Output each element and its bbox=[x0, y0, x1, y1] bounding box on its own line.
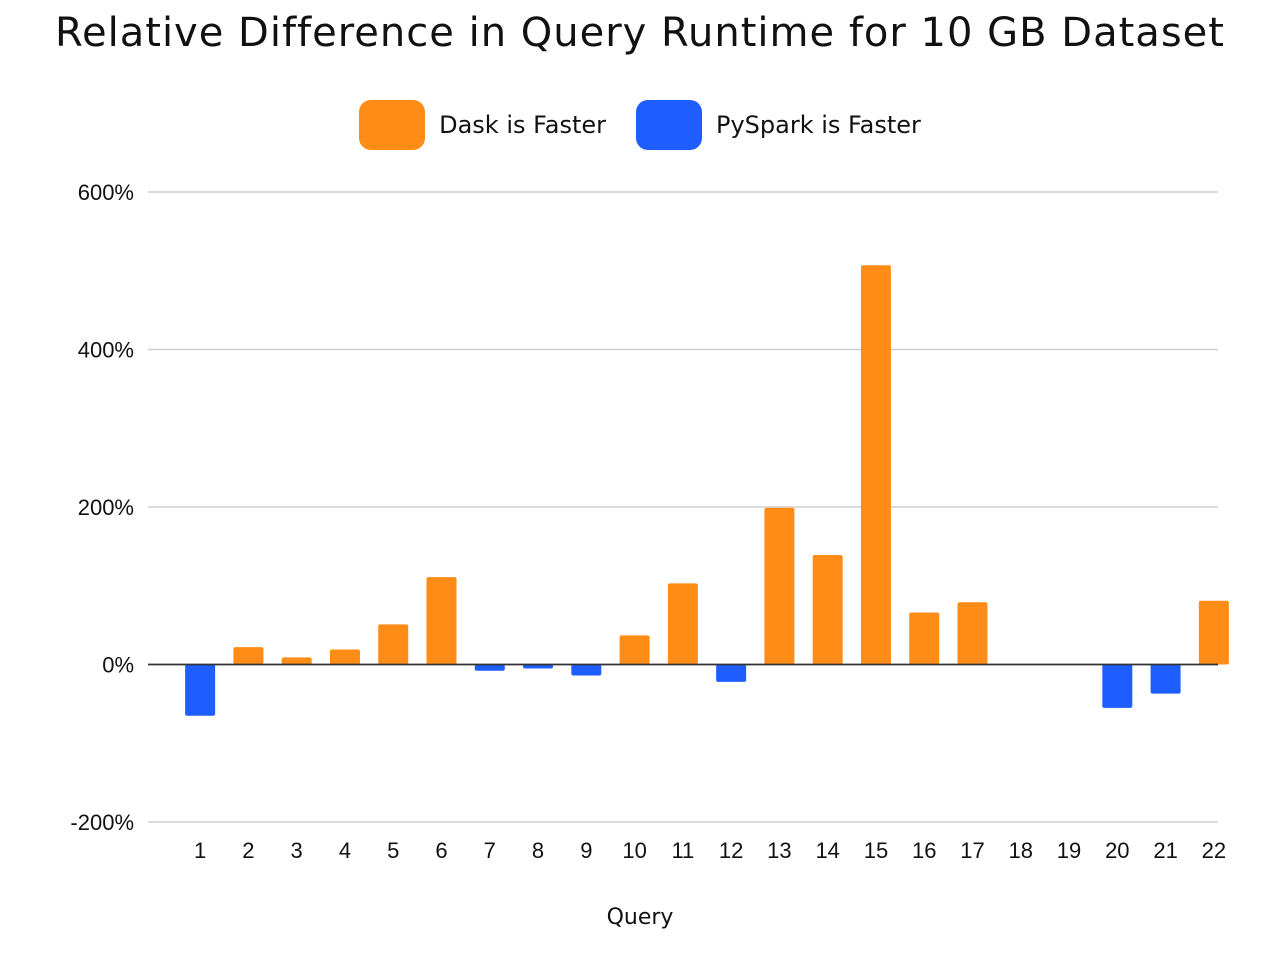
x-tick-label: 22 bbox=[1202, 838, 1226, 863]
x-tick-label: 20 bbox=[1105, 838, 1129, 863]
x-tick-label: 11 bbox=[671, 838, 694, 863]
x-tick-label: 18 bbox=[1009, 838, 1033, 863]
bar-query-3 bbox=[281, 657, 312, 665]
x-tick-label: 3 bbox=[291, 838, 303, 863]
legend-item-dask: Dask is Faster bbox=[359, 100, 606, 150]
bar-query-5 bbox=[378, 624, 409, 665]
x-tick-label: 12 bbox=[719, 838, 743, 863]
bar-query-15 bbox=[860, 265, 891, 665]
bar-query-11 bbox=[667, 583, 698, 665]
x-tick-label: 21 bbox=[1153, 838, 1177, 863]
y-tick-label: 400% bbox=[78, 338, 134, 363]
bar-query-20 bbox=[1102, 664, 1133, 708]
x-tick-label: 2 bbox=[242, 838, 254, 863]
bar-query-6 bbox=[426, 577, 457, 665]
chart-title: Relative Difference in Query Runtime for… bbox=[55, 10, 1225, 56]
bar-query-13 bbox=[764, 507, 795, 665]
legend-swatch-pyspark bbox=[635, 100, 702, 150]
y-tick-label: 600% bbox=[78, 180, 134, 205]
x-tick-label: 10 bbox=[622, 838, 646, 863]
bar-query-8 bbox=[523, 664, 554, 669]
x-tick-label: 19 bbox=[1057, 838, 1081, 863]
bar-query-14 bbox=[812, 555, 843, 665]
bar-query-7 bbox=[474, 664, 505, 671]
x-tick-label: 14 bbox=[815, 838, 839, 863]
x-tick-label: 17 bbox=[960, 838, 984, 863]
x-tick-label: 15 bbox=[864, 838, 888, 863]
y-tick-label: 200% bbox=[78, 495, 134, 520]
x-tick-label: 4 bbox=[339, 838, 351, 863]
legend: Dask is Faster PySpark is Faster bbox=[0, 100, 1280, 150]
x-tick-label: 6 bbox=[435, 838, 447, 863]
bar-query-17 bbox=[957, 602, 988, 665]
x-tick-label: 16 bbox=[912, 838, 936, 863]
x-tick-label: 13 bbox=[767, 838, 791, 863]
y-tick-label: -200% bbox=[70, 810, 134, 835]
x-tick-label: 1 bbox=[194, 838, 206, 863]
bar-query-21 bbox=[1150, 664, 1181, 694]
x-tick-label: 8 bbox=[532, 838, 544, 863]
legend-swatch-dask bbox=[359, 100, 426, 150]
legend-label-dask: Dask is Faster bbox=[439, 111, 606, 139]
bar-query-2 bbox=[233, 647, 264, 665]
x-tick-label: 5 bbox=[387, 838, 399, 863]
bar-query-9 bbox=[571, 664, 602, 676]
y-tick-label: 0% bbox=[102, 653, 134, 678]
x-axis-title: Query bbox=[606, 905, 674, 930]
x-tick-label: 7 bbox=[484, 838, 496, 863]
bar-query-22 bbox=[1198, 600, 1229, 665]
legend-label-pyspark: PySpark is Faster bbox=[715, 111, 921, 139]
bar-query-12 bbox=[716, 664, 747, 682]
bar-query-4 bbox=[329, 649, 360, 665]
bar-query-10 bbox=[619, 635, 650, 665]
x-tick-label: 9 bbox=[580, 838, 592, 863]
bar-query-1 bbox=[185, 664, 216, 716]
legend-item-pyspark: PySpark is Faster bbox=[635, 100, 921, 150]
bar-query-16 bbox=[909, 612, 940, 665]
